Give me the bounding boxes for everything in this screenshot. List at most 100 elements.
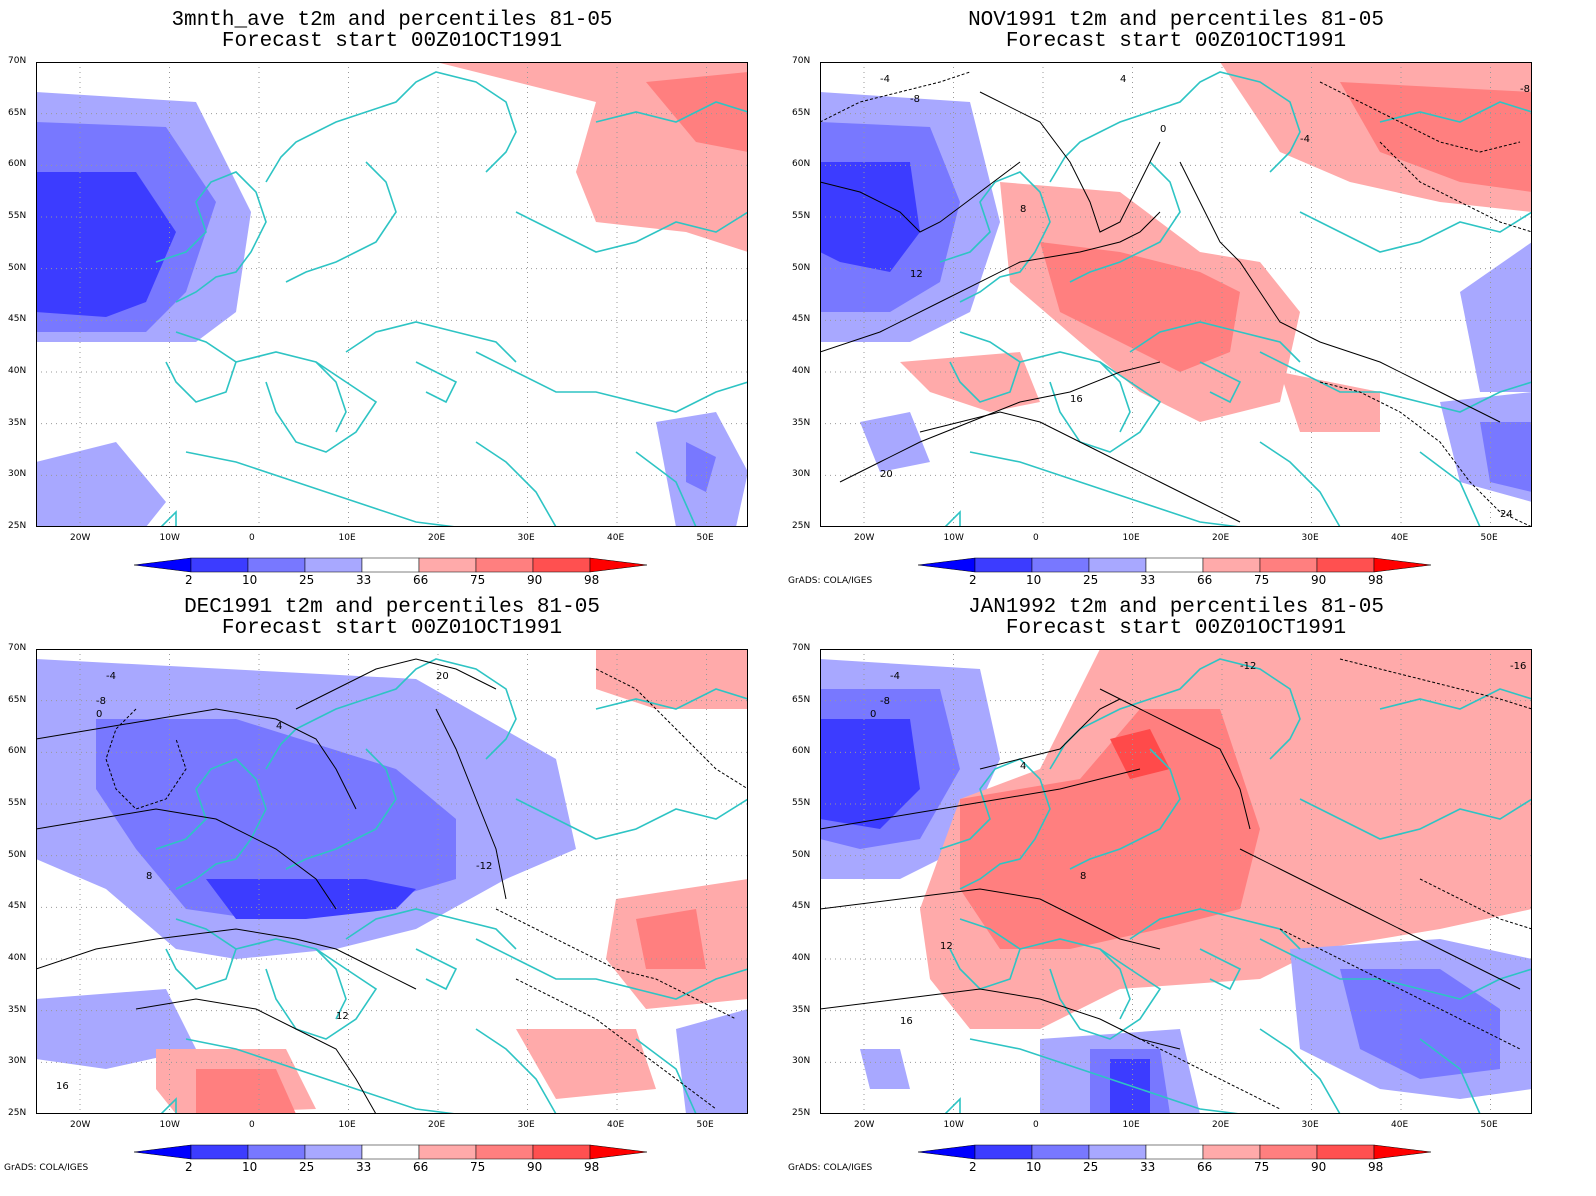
contour-label: 12 [940,941,953,952]
colorbar-segment [532,557,591,573]
coastline [1379,688,1532,710]
latitude-label: 50N [792,262,811,273]
colorbar-arrow-left [918,1144,976,1160]
colorbar-segment [190,1144,249,1160]
contour-label: 4 [276,721,282,732]
latitude-label: 70N [8,643,27,653]
percentile-shading [196,1069,296,1114]
coastline [635,451,697,527]
latitude-label: 65N [8,694,27,705]
map-panel-3: DEC1991 t2m and percentiles 81-05 Forecas… [0,587,784,1174]
percentile-shading [36,172,176,317]
colorbar-label: 25 [1083,573,1099,587]
coastline [1099,361,1131,433]
colorbar-label: 10 [1026,573,1042,587]
colorbar-arrow-right [589,1144,648,1160]
coastline [969,1038,1241,1114]
coastline [1299,211,1532,253]
coastline [1259,1028,1341,1114]
contour-label: 0 [96,709,102,720]
contour-line [1319,381,1532,527]
longitude-label: 20W [70,1120,91,1130]
coastline [595,688,748,710]
contour-label: 16 [900,1016,913,1027]
percentile-shading [1340,969,1500,1079]
longitude-label: 0 [1033,1120,1039,1130]
latitude-label: 55N [8,798,27,808]
colorbar-label: 75 [1254,573,1270,587]
map-frame [36,62,748,527]
contour-line [36,708,357,810]
contour-line [1099,688,1251,830]
latitude-label: 45N [792,901,811,912]
colorbar-arrow-left [134,1144,192,1160]
latitude-label: 25N [8,1108,27,1118]
percentile-shading [860,412,930,472]
colorbar-label: 75 [470,1160,486,1174]
latitude-label: 30N [792,1056,811,1067]
contour-line [979,698,1121,770]
longitude-label: 20E [428,1120,446,1130]
latitude-label: 60N [8,159,27,170]
contour-line [515,978,717,1110]
colorbar-segment [304,1144,363,1160]
coastline [943,1097,961,1114]
colorbar-label: 98 [1368,1160,1384,1174]
colorbar-label: 66 [413,1160,429,1174]
latitude-label: 55N [792,211,811,221]
latitude-label: 30N [8,1056,27,1067]
contour-line [820,71,971,123]
colorbar-segment [1316,557,1375,573]
latitude-label: 30N [792,469,811,480]
longitude-label: 50E [1480,533,1498,543]
coastline [315,361,347,433]
longitude-label: 20E [1212,1120,1230,1130]
longitude-label: 10E [1122,1120,1140,1130]
longitude-label: 20E [1212,533,1230,543]
latitude-label: 50N [792,849,811,860]
coastline [949,331,1021,403]
contour-label: 8 [146,871,152,882]
panel-title: 3mnth_ave t2m and percentiles 81-05 [171,9,613,32]
contour-line [1179,161,1501,423]
coastline [515,798,748,840]
coastline [345,908,517,950]
panel-subtitle: Forecast start 00Z01OCT1991 [221,30,563,53]
colorbar-segment [974,557,1033,573]
coastline [943,510,961,527]
panel-subtitle: Forecast start 00Z01OCT1991 [221,617,563,640]
coastline [159,1097,177,1114]
contour-label: -8 [96,696,106,707]
colorbar-segment [1316,1144,1375,1160]
latitude-label: 70N [792,56,811,66]
latitude-label: 60N [8,746,27,757]
colorbar-segment [247,1144,306,1160]
colorbar-segment [1145,557,1204,573]
contour-label: 20 [880,469,893,480]
grads-credit: GrADS: COLA/IGES [4,1163,89,1173]
longitude-label: 30E [517,1120,535,1130]
coastline [1259,441,1341,527]
longitude-label: 40E [607,533,625,543]
map-frame [820,62,1532,527]
contour-line [495,908,737,1020]
coastline [1259,938,1532,1000]
latitude-label: 45N [8,314,27,325]
colorbar-label: 90 [527,573,543,587]
latitude-label: 40N [8,366,27,376]
contour-label: 8 [1080,871,1086,882]
coastline [415,948,458,991]
colorbar-segment [1259,1144,1318,1160]
colorbar [918,1144,1432,1160]
coastline [1099,948,1131,1020]
colorbar-label: 33 [356,1160,372,1174]
contour-label: 4 [1120,74,1126,85]
colorbar-segment [361,1144,420,1160]
coastline [515,211,748,253]
colorbar-label: 98 [584,1160,600,1174]
colorbar [134,1144,648,1160]
contour-label: -4 [890,671,900,682]
longitude-label: 50E [696,1120,714,1130]
latitude-label: 50N [8,262,27,273]
colorbar-segment [361,557,420,573]
